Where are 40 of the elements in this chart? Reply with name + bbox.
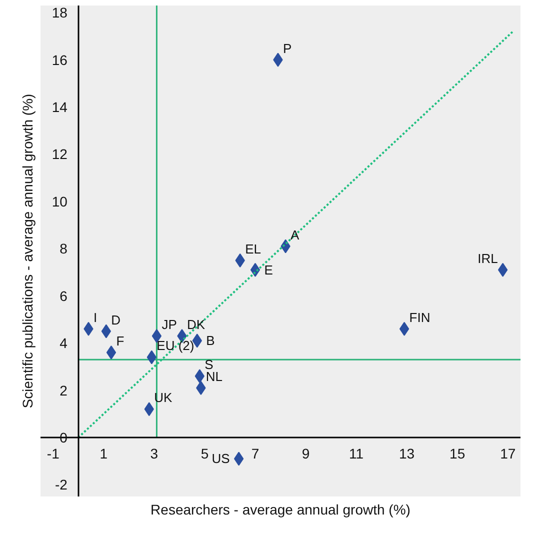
x-tick-label: 3 [150, 445, 158, 462]
point [498, 262, 508, 277]
point [234, 452, 244, 466]
x-tick-label: 1 [100, 445, 108, 462]
x-tick-label: 15 [450, 445, 466, 462]
point [399, 322, 410, 336]
y-tick-label: -2 [54, 476, 68, 493]
annotation: JP [162, 316, 177, 332]
annotation: EU (2) [156, 338, 194, 354]
annotation: FIN [409, 310, 430, 325]
annotation: F [116, 334, 124, 349]
y-tick-label: 18 [52, 4, 68, 21]
x-axis-title: Researchers - average annual growth (%) [150, 502, 410, 518]
y-tick-label: 6 [60, 288, 68, 304]
annotation: I [94, 310, 98, 325]
annotation: IRL [478, 250, 498, 266]
x-tick-label: 7 [251, 445, 260, 462]
annotation: D [111, 312, 121, 328]
y-axis-title: Scientific publications - average annual growth (%) [20, 94, 36, 408]
y-tick-label: 2 [60, 382, 68, 398]
y-tick-label: 12 [52, 146, 68, 162]
x-tick-label: 13 [399, 445, 415, 462]
point [101, 324, 112, 338]
annotation: EL [245, 241, 261, 256]
annotation: E [264, 262, 274, 278]
x-tick-label: 17 [500, 445, 516, 462]
x-tick-label: 9 [302, 445, 310, 462]
annotation: B [206, 333, 215, 348]
annotation: P [282, 40, 292, 56]
point [106, 346, 116, 360]
annotation: US [212, 451, 230, 466]
y-tick-label: 10 [52, 193, 68, 210]
y-tick-label: 8 [60, 240, 68, 257]
y-tick-label: 14 [52, 99, 68, 116]
point [152, 328, 162, 343]
x-tick-label: 5 [200, 445, 209, 462]
x-tick-label: 11 [349, 445, 364, 462]
x-tick-label: -1 [46, 445, 60, 462]
y-tick-label: 16 [52, 52, 68, 68]
y-tick-label: 4 [60, 335, 68, 352]
